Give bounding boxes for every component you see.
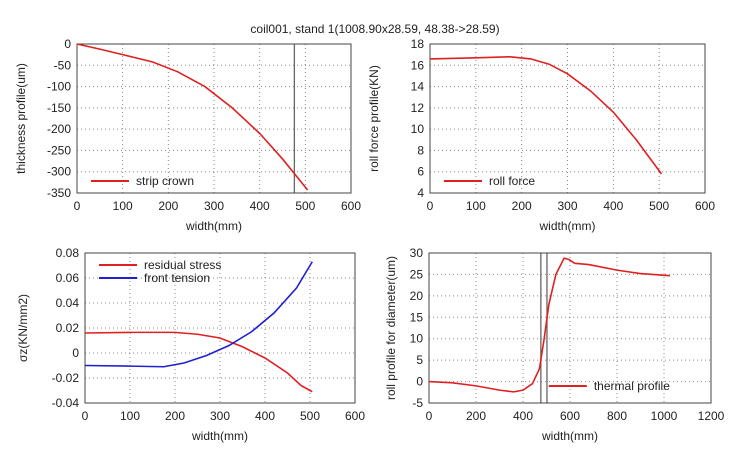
- plot-frame: [429, 43, 706, 194]
- y-tick-label: 0: [64, 37, 71, 51]
- y-tick-label: 30: [410, 246, 424, 260]
- y-tick-label: 0: [72, 346, 79, 360]
- y-tick-label: -150: [47, 101, 71, 115]
- legend-label: front tension: [144, 271, 210, 285]
- x-tick-label: 600: [341, 199, 361, 213]
- y-tick-label: -50: [54, 58, 72, 72]
- subplot-4: 0 200 400 600 800 1000 1200-5051015202530therm…: [384, 246, 725, 443]
- y-tick-label: 0.04: [56, 296, 80, 310]
- figure-title: coil001, stand 1(1008.90x28.59, 48.38->2…: [250, 22, 499, 36]
- x-tick-label: 0: [82, 409, 89, 423]
- y-tick-label: 25: [410, 267, 424, 281]
- y-tick-label: -350: [47, 186, 71, 200]
- x-axis-label: width(mm): [541, 429, 598, 443]
- plot-frame: [84, 252, 356, 404]
- x-tick-label: 400: [250, 199, 270, 213]
- x-tick-label: 600: [345, 409, 365, 423]
- x-tick-label: 100: [120, 409, 140, 423]
- y-tick-label: -250: [47, 143, 71, 157]
- y-tick-label: -100: [47, 80, 71, 94]
- y-tick-label: 12: [411, 101, 425, 115]
- x-tick-label: 200: [165, 409, 185, 423]
- x-tick-label: 500: [295, 199, 315, 213]
- plot-frame: [428, 252, 712, 404]
- series-line-strip-crown: [76, 43, 309, 191]
- y-tick-label: 5: [416, 353, 423, 367]
- y-tick-label: -200: [47, 122, 71, 136]
- y-tick-label: 18: [411, 37, 425, 51]
- x-tick-label: 300: [557, 199, 577, 213]
- y-tick-label: -0.04: [52, 396, 80, 410]
- series-line-roll-force: [429, 55, 663, 175]
- y-tick-label: 0.02: [56, 321, 80, 335]
- subplot-1: 0 100 200 300 400 500 600 0 -50 -100 -150 -200 -250 -…: [14, 37, 361, 233]
- y-tick-label: -0.02: [52, 371, 80, 385]
- y-axis-label: thickness profile(um): [14, 63, 28, 174]
- y-tick-label: -300: [47, 165, 71, 179]
- subplot-2: 0 100 200 300 400 500 600 4 6 8 10 12 14 16 18 roll for…: [367, 37, 715, 233]
- plot-frame: [76, 43, 352, 194]
- y-tick-label: 16: [411, 58, 425, 72]
- x-tick-label: 0: [426, 409, 433, 423]
- x-tick-label: 200: [512, 199, 532, 213]
- series-line-thermal-profile: [428, 257, 670, 393]
- y-tick-label: 0.08: [56, 246, 80, 260]
- series-line-residual-stress: [84, 331, 313, 393]
- x-axis-label: width(mm): [185, 219, 242, 233]
- x-tick-label: 400: [603, 199, 623, 213]
- x-tick-label: 100: [113, 199, 133, 213]
- y-axis-label: roll profile for diameter(um): [384, 256, 398, 400]
- y-tick-label: -5: [412, 396, 423, 410]
- legend-label: residual stress: [144, 258, 221, 272]
- legend-label: roll force: [489, 174, 535, 188]
- x-tick-label: 100: [466, 199, 486, 213]
- x-tick-label: 800: [607, 409, 627, 423]
- x-tick-label: 0: [427, 199, 434, 213]
- x-axis-label: width(mm): [191, 429, 248, 443]
- subplot-3: 0 100 200 300 400 500 600 -0.04 -0.02 0 0.02 0.04 0.…: [16, 246, 365, 443]
- y-tick-label: 8: [417, 143, 424, 157]
- series-line-front-tension: [84, 261, 313, 368]
- y-tick-label: 15: [410, 310, 424, 324]
- y-tick-label: 0.06: [56, 271, 80, 285]
- y-tick-label: 14: [411, 80, 425, 94]
- x-tick-label: 600: [695, 199, 715, 213]
- x-tick-label: 1200: [698, 409, 725, 423]
- y-tick-label: 0: [416, 375, 423, 389]
- y-axis-label: roll force profile(KN): [367, 65, 381, 172]
- x-tick-label: 500: [300, 409, 320, 423]
- x-tick-label: 400: [255, 409, 275, 423]
- y-tick-label: 10: [411, 122, 425, 136]
- x-tick-label: 0: [74, 199, 81, 213]
- x-tick-label: 300: [210, 409, 230, 423]
- x-tick-label: 400: [513, 409, 533, 423]
- x-tick-label: 200: [466, 409, 486, 423]
- y-tick-label: 6: [417, 165, 424, 179]
- x-tick-label: 200: [158, 199, 178, 213]
- x-tick-label: 600: [560, 409, 580, 423]
- x-axis-label: width(mm): [539, 219, 596, 233]
- legend-label: thermal profile: [594, 379, 670, 393]
- y-tick-label: 10: [410, 332, 424, 346]
- y-axis-label: σz(KN/mm2): [16, 294, 30, 362]
- y-tick-label: 4: [417, 186, 424, 200]
- x-tick-label: 1000: [651, 409, 678, 423]
- legend-label: strip crown: [136, 174, 194, 188]
- y-tick-label: 20: [410, 289, 424, 303]
- x-tick-label: 300: [204, 199, 224, 213]
- x-tick-label: 500: [649, 199, 669, 213]
